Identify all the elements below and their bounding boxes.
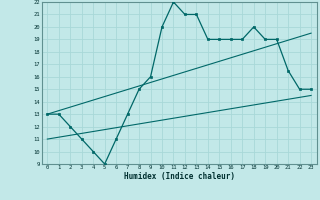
X-axis label: Humidex (Indice chaleur): Humidex (Indice chaleur): [124, 172, 235, 181]
